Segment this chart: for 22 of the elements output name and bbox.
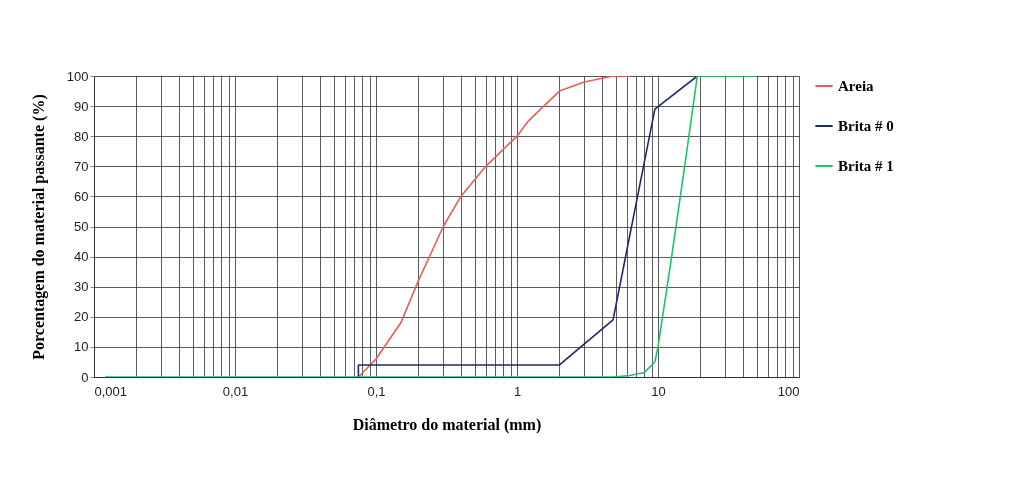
y-tick-label: 60 (74, 188, 89, 204)
x-tick-label: 0,01 (222, 383, 249, 399)
y-tick-label: 80 (74, 128, 89, 144)
y-tick-label: 70 (74, 158, 89, 174)
y-tick-label: 30 (74, 279, 89, 295)
y-axis-title: Porcentagem do material passante (%) (29, 94, 48, 360)
legend-label: Brita # 1 (838, 158, 894, 174)
y-tick-label: 50 (74, 219, 89, 234)
x-axis-title: Diâmetro do material (mm) (352, 415, 542, 434)
x-tick-label: 10 (651, 383, 666, 399)
x-tick-label: 100 (777, 383, 800, 399)
legend-label: Brita # 0 (838, 118, 894, 134)
x-tick-label: 0,1 (367, 383, 386, 399)
y-tick-label: 20 (74, 309, 89, 325)
y-tick-label: 0 (81, 369, 89, 385)
y-tick-label: 100 (66, 68, 89, 84)
x-tick-label: 0,001 (94, 383, 128, 399)
y-tick-label: 90 (74, 98, 89, 114)
y-tick-label: 40 (74, 249, 89, 265)
y-tick-label: 10 (74, 339, 89, 355)
legend-label: Areia (838, 78, 875, 94)
x-tick-label: 1 (513, 383, 522, 399)
